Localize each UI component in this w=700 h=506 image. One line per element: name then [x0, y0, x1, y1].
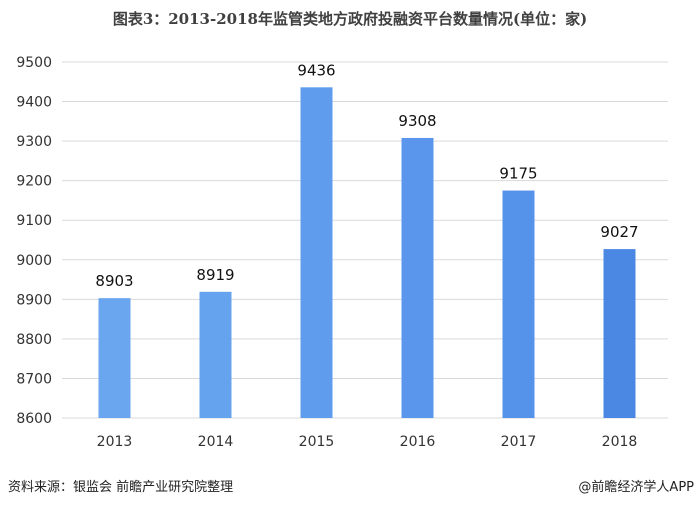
y-tick-label: 8600	[16, 411, 52, 427]
data-label-2015: 9436	[297, 61, 335, 79]
y-tick-label: 8900	[16, 292, 52, 308]
source-note: 资料来源：银监会 前瞻产业研究院整理	[8, 480, 234, 495]
data-label-2016: 9308	[398, 112, 436, 130]
y-tick-label: 9100	[16, 213, 52, 229]
y-tick-label: 9300	[16, 134, 52, 150]
x-tick-label: 2013	[97, 434, 133, 450]
y-tick-label: 9000	[16, 253, 52, 269]
data-label-2017: 9175	[499, 165, 537, 183]
y-tick-label: 9500	[16, 55, 52, 71]
x-tick-label: 2017	[501, 434, 537, 450]
bar-2017	[502, 190, 535, 418]
brand-note: @前瞻经济学人APP	[578, 480, 694, 495]
y-tick-label: 9400	[16, 95, 52, 111]
chart-title: 图表3：2013-2018年监管类地方政府投融资平台数量情况(单位：家)	[112, 10, 588, 28]
data-label-2018: 9027	[600, 223, 638, 241]
x-tick-label: 2018	[602, 434, 638, 450]
bar-2013	[98, 298, 131, 418]
x-tick-label: 2015	[299, 434, 335, 450]
bar-2015	[300, 87, 333, 418]
bars: 8903 8919 9436 9308 9175 9027	[95, 61, 639, 419]
y-axis: 8600 8700 8800 8900 9000 9100 9200 9300 9400 9500	[16, 55, 52, 427]
y-tick-label: 8800	[16, 332, 52, 348]
data-label-2013: 8903	[95, 272, 133, 290]
gridlines	[62, 61, 668, 419]
bar-2014	[199, 291, 232, 418]
bar-2016	[401, 137, 434, 419]
y-tick-label: 9200	[16, 174, 52, 190]
data-label-2014: 8919	[196, 266, 234, 284]
x-tick-label: 2014	[198, 434, 234, 450]
x-axis: 2013 2014 2015 2016 2017 2018	[97, 434, 638, 450]
x-tick-label: 2016	[400, 434, 436, 450]
bar-2018	[603, 249, 636, 418]
y-tick-label: 8700	[16, 371, 52, 387]
